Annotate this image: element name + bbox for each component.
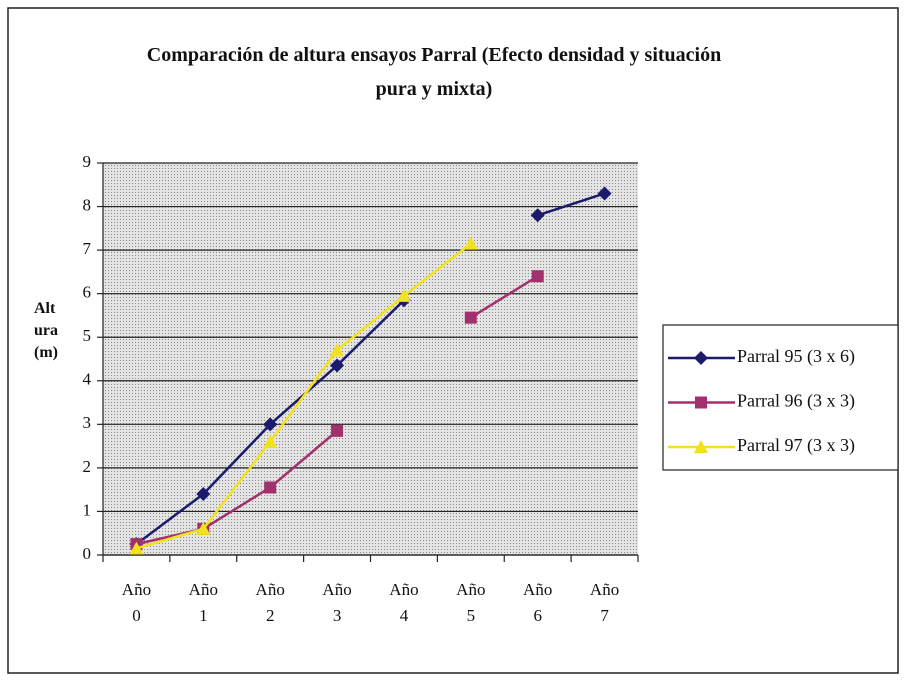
data-point bbox=[530, 208, 545, 223]
data-point bbox=[263, 417, 278, 432]
data-point bbox=[463, 236, 478, 250]
x-tick-label: Año 5 bbox=[456, 580, 486, 625]
x-tick-label: Año 7 bbox=[589, 580, 620, 625]
legend-label: Parral 95 (3 x 6) bbox=[737, 346, 855, 367]
y-tick-label: 1 bbox=[83, 500, 92, 519]
x-tick-label: Año 0 bbox=[121, 580, 152, 625]
data-point bbox=[396, 288, 411, 302]
legend-marker bbox=[694, 351, 708, 365]
y-tick-label: 4 bbox=[83, 370, 92, 389]
x-tick-label: Año 4 bbox=[389, 580, 419, 625]
x-tick-label: Año 3 bbox=[322, 580, 352, 625]
plot-area bbox=[103, 163, 638, 555]
data-point bbox=[331, 424, 344, 437]
x-tick-label: Año 2 bbox=[255, 580, 285, 625]
legend-marker bbox=[694, 440, 708, 453]
data-point bbox=[196, 521, 211, 535]
x-tick-label: Año 1 bbox=[188, 580, 218, 625]
data-point bbox=[330, 358, 345, 373]
data-point bbox=[330, 343, 345, 357]
data-point bbox=[464, 311, 477, 324]
legend-label: Parral 97 (3 x 3) bbox=[737, 435, 855, 456]
data-point bbox=[597, 186, 612, 201]
data-point bbox=[264, 481, 277, 494]
legend-marker bbox=[695, 396, 707, 409]
y-tick-label: 7 bbox=[83, 239, 92, 258]
y-tick-label: 5 bbox=[83, 326, 92, 345]
data-point bbox=[531, 270, 544, 283]
y-tick-label: 9 bbox=[83, 152, 92, 171]
y-tick-label: 6 bbox=[83, 283, 92, 302]
y-tick-label: 2 bbox=[83, 457, 92, 476]
y-tick-label: 8 bbox=[83, 195, 92, 214]
y-tick-label: 3 bbox=[83, 413, 92, 432]
y-tick-label: 0 bbox=[83, 544, 92, 563]
data-point bbox=[196, 487, 211, 502]
legend-label: Parral 96 (3 x 3) bbox=[737, 391, 855, 412]
data-point bbox=[129, 541, 144, 555]
series-line bbox=[136, 242, 472, 550]
y-axis-label: Altura (m) bbox=[34, 300, 58, 361]
x-tick-label: Año 6 bbox=[523, 580, 553, 625]
chart-title: Comparación de altura ensayos Parral (Ef… bbox=[146, 44, 722, 100]
series-line bbox=[136, 275, 539, 546]
data-point bbox=[263, 434, 278, 448]
